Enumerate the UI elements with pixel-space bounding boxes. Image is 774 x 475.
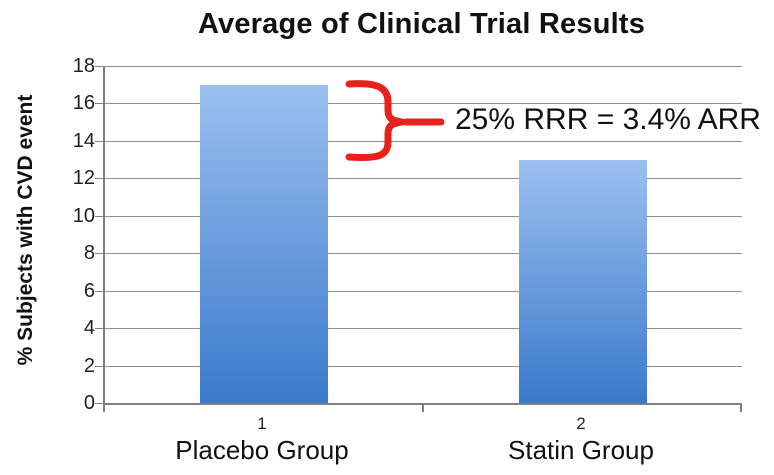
y-tick-mark: [95, 103, 103, 104]
x-tick-mark: [422, 404, 424, 412]
y-tick-mark: [95, 291, 103, 292]
y-tick-mark: [95, 366, 103, 367]
y-axis-label: % Subjects with CVD event: [14, 94, 37, 366]
y-tick-mark: [95, 141, 103, 142]
gridline: [105, 328, 742, 329]
y-tick-mark: [95, 403, 103, 404]
y-tick-mark: [95, 178, 103, 179]
gridline: [105, 291, 742, 292]
y-tick-mark: [95, 253, 103, 254]
y-tick-label: 16: [72, 92, 95, 114]
y-tick-label: 8: [83, 242, 95, 264]
x-category-label: Statin Group: [508, 435, 654, 465]
gridline: [105, 66, 742, 67]
gridline: [105, 216, 742, 217]
annotation-text: 25% RRR = 3.4% ARR: [455, 103, 761, 136]
gridline: [105, 366, 742, 367]
y-tick-mark: [95, 66, 103, 67]
y-tick-label: 10: [72, 205, 95, 227]
bar-Placebo Group: [200, 85, 328, 403]
y-tick-label: 14: [72, 130, 95, 152]
y-tick-label: 4: [83, 317, 95, 339]
bar-Statin Group: [519, 160, 647, 403]
y-tick-label: 12: [72, 167, 95, 189]
plot-area: [103, 66, 742, 405]
gridline: [105, 253, 742, 254]
y-tick-label: 18: [72, 55, 95, 77]
y-tick-label: 6: [83, 280, 95, 302]
x-tick-mark: [740, 404, 742, 412]
x-tick-mark: [103, 404, 105, 412]
y-tick-mark: [95, 328, 103, 329]
x-category-label: Placebo Group: [175, 435, 349, 465]
y-tick-label: 2: [83, 355, 95, 377]
y-tick-label: 0: [83, 392, 95, 414]
gridline: [105, 178, 742, 179]
x-category-number: 1: [257, 414, 267, 433]
chart-title: Average of Clinical Trial Results: [197, 8, 646, 40]
x-category-number: 2: [576, 414, 586, 433]
y-tick-mark: [95, 216, 103, 217]
